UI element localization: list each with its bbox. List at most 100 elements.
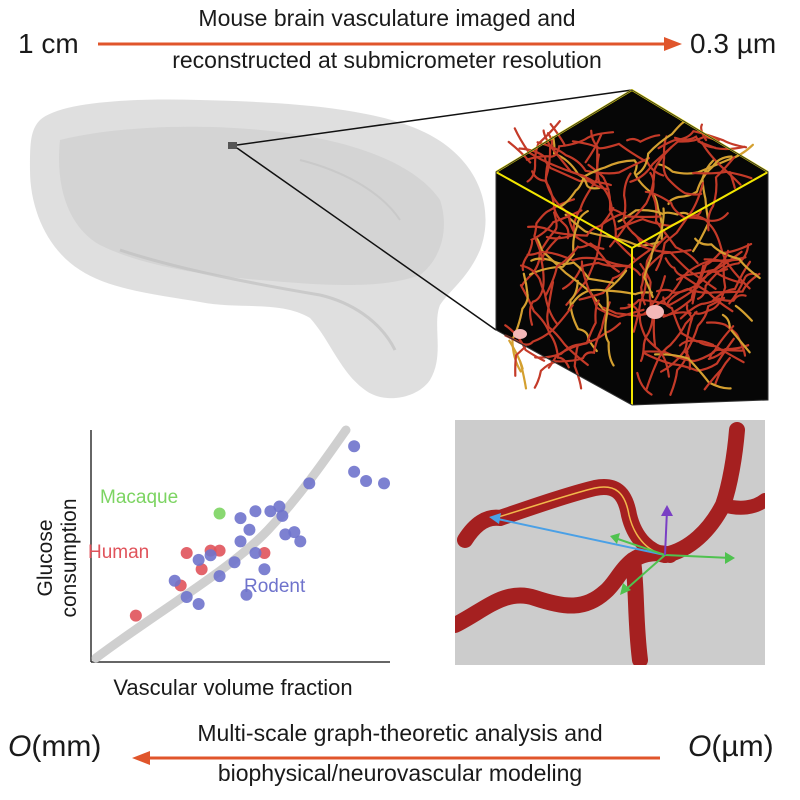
rodent-point (240, 588, 253, 601)
capillary-segment (565, 207, 615, 306)
zoom-line-top (236, 89, 633, 146)
capillary-segment (596, 153, 662, 219)
capillary-segment (706, 156, 736, 232)
footer-caption: Multi-scale graph-theoretic analysis and (130, 718, 670, 748)
capillary-segment (642, 325, 735, 363)
capillary-segment (696, 243, 750, 300)
rodent-point (279, 528, 292, 541)
capillary-segment (631, 231, 717, 290)
capillary-segment (507, 140, 532, 164)
header-caption-2: reconstructed at submicrometer resolutio… (92, 46, 682, 75)
capillary-segment (584, 133, 603, 164)
capillary-segment (657, 129, 748, 150)
capillary-segment (513, 127, 610, 191)
capillary-segment (622, 172, 655, 248)
scale-start-label: 1 cm (18, 28, 79, 59)
capillary-segment (578, 249, 651, 301)
human-label: Human (88, 542, 149, 563)
x-axis-label: Vascular volume fraction (113, 675, 352, 700)
header-caption-line1: Mouse brain vasculature imaged and (198, 5, 576, 31)
macaque-label: Macaque (100, 487, 178, 508)
capillary-segment (534, 322, 622, 359)
order-unit-right: (µm) (711, 730, 774, 763)
vessel-reconstruction-cube (495, 88, 769, 406)
footer-caption-line2: biophysical/neurovascular modeling (217, 760, 583, 786)
capillary-segment (627, 303, 670, 378)
rodent-point (249, 546, 262, 559)
capillary-segment (700, 141, 742, 186)
capillary-segment (694, 237, 761, 280)
rodent-point (168, 574, 181, 587)
header-arrow (98, 37, 682, 51)
human-point (180, 546, 193, 559)
capillary-segment (678, 339, 745, 364)
blue-vector (492, 517, 666, 556)
capillary-segment (654, 353, 732, 390)
capillary-segment (530, 257, 614, 284)
rodent-point (294, 535, 307, 548)
rodent-point (204, 549, 217, 562)
capillary-segment (587, 163, 636, 260)
header-caption-line2: reconstructed at submicrometer resolutio… (172, 47, 602, 73)
capillary-segment (626, 134, 661, 143)
capillary-segment (533, 361, 557, 389)
rodent-point (192, 598, 205, 610)
rodent-point (360, 475, 373, 488)
capillary-segment (604, 269, 628, 367)
capillary-segment (549, 123, 567, 147)
y-axis-label-line1: Glucose (34, 519, 57, 596)
capillary-segment (639, 262, 657, 347)
rodent-point (180, 591, 193, 604)
capillary-segment (580, 260, 645, 319)
scale-end-label: 0.3 µm (690, 28, 777, 59)
capillary-segment (703, 368, 723, 391)
y-axis-label-line2: consumption (58, 498, 81, 617)
rodent-label: Rodent (244, 576, 306, 597)
rodent-point (303, 477, 316, 490)
human-point (129, 609, 142, 622)
capillary-segment (734, 304, 753, 322)
capillary-segment (662, 135, 703, 196)
capillary-segment (546, 132, 597, 184)
capillary-segment (545, 242, 605, 296)
rodent-point (228, 556, 241, 569)
rodent-point (258, 563, 271, 576)
capillary-segment (636, 371, 653, 396)
capillary-segment (693, 257, 727, 315)
vessel-centerline (494, 486, 666, 556)
zoom-line-bottom (236, 147, 497, 331)
capillary-segment (679, 294, 747, 320)
capillary-segment (645, 310, 698, 390)
capillary-segment (712, 260, 752, 302)
order-symbol-left: O (8, 730, 32, 763)
capillary-segment (529, 210, 589, 276)
capillary-segment (697, 140, 746, 151)
capillary-segment (536, 141, 650, 175)
capillary-segment (609, 146, 673, 248)
human-point (213, 544, 226, 557)
order-unit-left: (mm) (31, 730, 102, 763)
footer-arrow (132, 751, 660, 765)
capillary-segment (629, 135, 720, 183)
capillary-segment (684, 296, 726, 371)
scale-um-label: O(µm) (688, 730, 774, 764)
scale-mm-label: O(mm) (8, 730, 101, 764)
capillary-segment (525, 131, 615, 161)
macaque-point (213, 507, 226, 520)
vessel-graph-panel (455, 420, 765, 665)
order-symbol-right: O (688, 730, 712, 763)
rodent-point (276, 509, 289, 522)
capillary-segment (514, 345, 527, 377)
rodent-point (264, 505, 277, 518)
capillary-segment (667, 155, 733, 206)
trend-band (91, 425, 351, 663)
rodent-point (234, 535, 247, 548)
capillary-segment (703, 258, 741, 264)
rodent-point (348, 465, 361, 478)
capillary-segment (728, 171, 736, 189)
rodent-point (234, 512, 247, 525)
capillary-segment (567, 288, 653, 311)
capillary-segment (643, 249, 730, 315)
brain-vasculature-figure (30, 88, 769, 406)
capillary-segment (662, 296, 715, 346)
